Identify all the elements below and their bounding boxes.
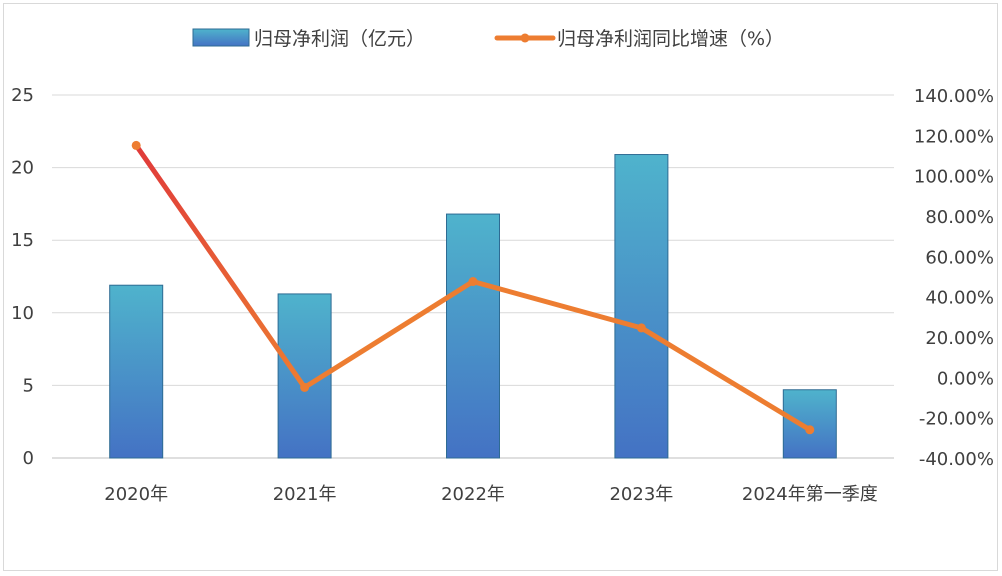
right-tick-label: -20.00% (919, 409, 994, 430)
right-tick-label: 60.00% (925, 247, 994, 268)
line-point (805, 425, 815, 435)
line-segment (133, 142, 308, 390)
x-category-label: 2023年 (609, 484, 673, 505)
right-tick-label: 0.00% (937, 368, 994, 389)
bar-series (109, 154, 837, 459)
right-tick-label: 80.00% (925, 207, 994, 228)
bar (782, 389, 837, 459)
left-tick-label: 5 (23, 375, 34, 396)
line-point (468, 277, 478, 287)
legend-label-bar: 归母净利润（亿元） (254, 28, 425, 50)
x-category-label: 2022年 (441, 484, 505, 505)
x-axis: 2020年 2021年 2022年 2023年 2024年第一季度 (104, 484, 877, 505)
legend-bar-swatch (192, 28, 250, 47)
line-segment (302, 279, 476, 390)
bar (614, 154, 669, 459)
left-tick-label: 15 (11, 230, 34, 251)
right-tick-label: 120.00% (914, 126, 994, 147)
x-category-label: 2024年第一季度 (742, 484, 878, 505)
right-tick-label: 40.00% (925, 288, 994, 309)
legend-line-marker (520, 33, 530, 43)
line-point (300, 382, 310, 392)
left-tick-label: 10 (11, 303, 34, 324)
right-tick-label: 140.00% (914, 86, 994, 107)
chart-frame: 归母净利润（亿元） 归母净利润同比增速（%） 0 5 10 15 20 25 -40.00… (3, 3, 998, 571)
right-tick-label: 20.00% (925, 328, 994, 349)
right-axis: -40.00% -20.00% 0.00% 20.00% 40.00% 60.00% 80.… (914, 86, 994, 470)
line-point (131, 140, 141, 150)
line-point (636, 323, 646, 333)
legend-label-line: 归母净利润同比增速（%） (557, 28, 784, 50)
left-axis: 0 5 10 15 20 25 (11, 85, 34, 469)
combo-chart: 归母净利润（亿元） 归母净利润同比增速（%） 0 5 10 15 20 25 -40.00… (11, 28, 994, 505)
left-tick-label: 20 (11, 158, 34, 179)
left-tick-label: 25 (11, 85, 34, 106)
right-tick-label: 100.00% (914, 167, 994, 188)
line-series (131, 140, 815, 435)
line-segment (470, 279, 644, 331)
left-tick-label: 0 (23, 448, 34, 469)
x-category-label: 2021年 (273, 484, 337, 505)
bar (109, 284, 164, 459)
x-category-label: 2020年 (104, 484, 168, 505)
legend: 归母净利润（亿元） 归母净利润同比增速（%） (192, 28, 784, 50)
bar (446, 213, 500, 459)
line-segment (638, 325, 813, 433)
right-tick-label: -40.00% (919, 449, 994, 470)
